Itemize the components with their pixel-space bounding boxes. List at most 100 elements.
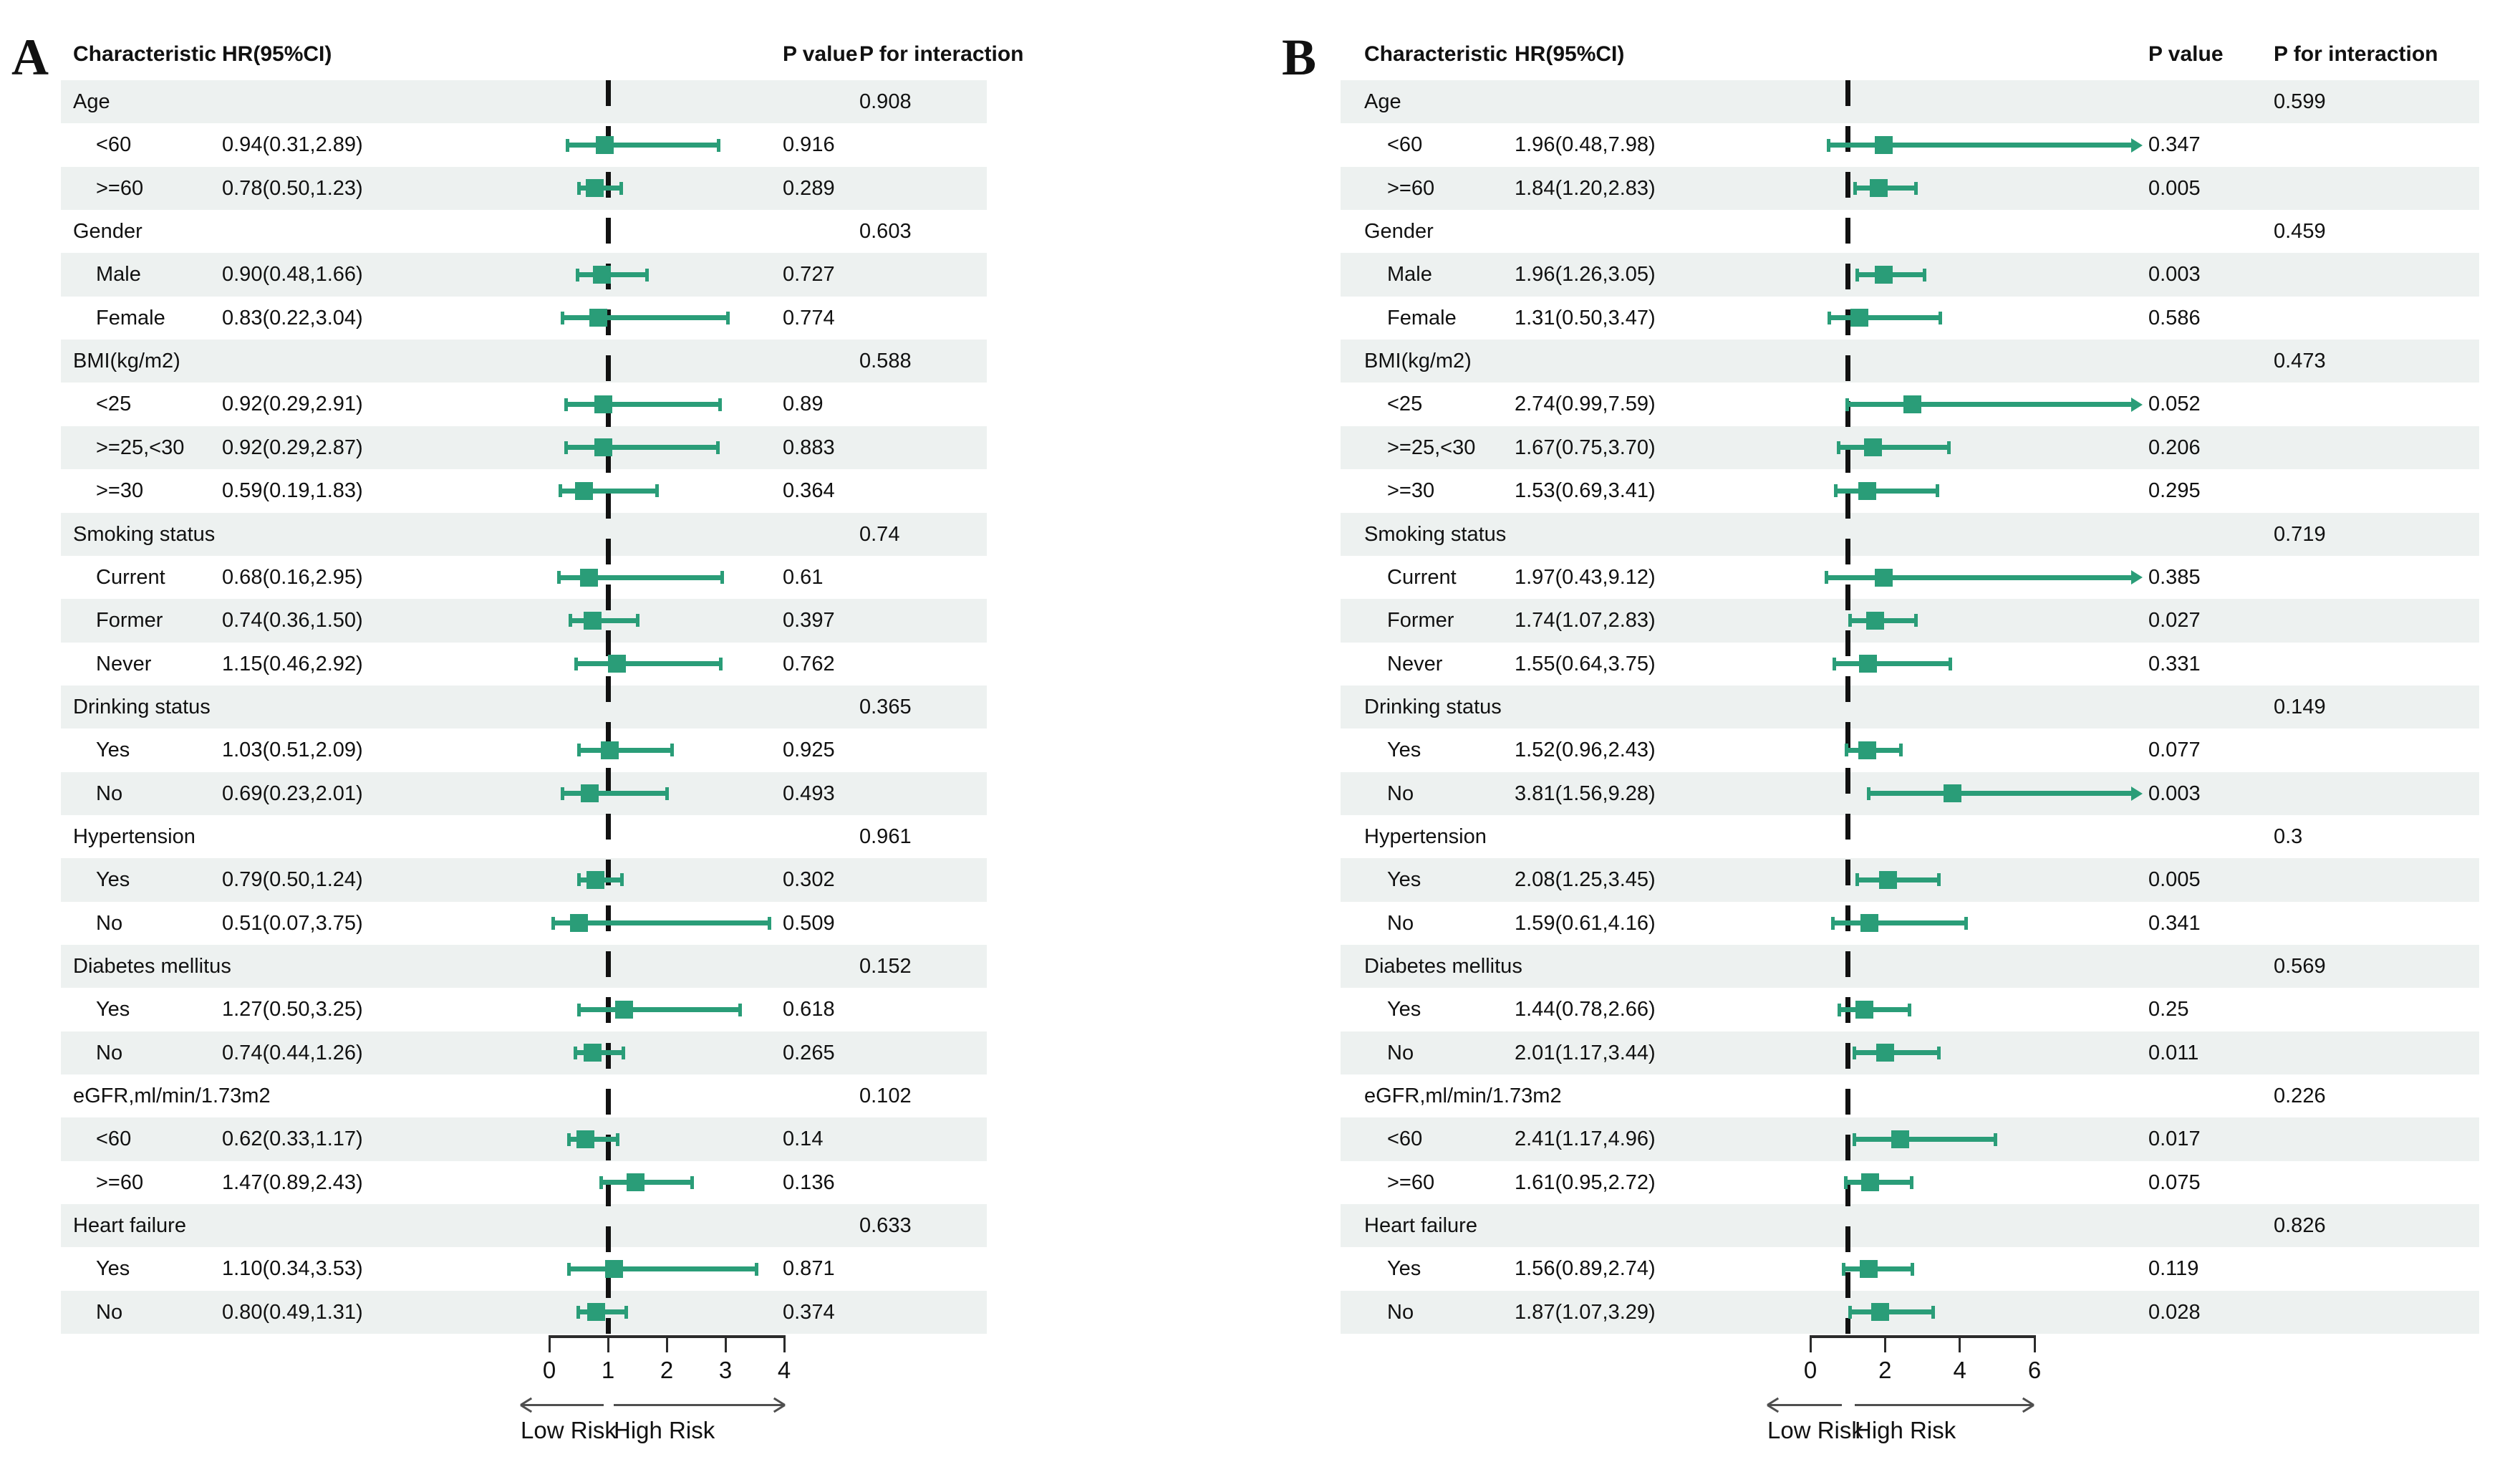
ci-cap-right: [738, 1003, 742, 1016]
ci-cap-left: [551, 916, 556, 930]
p-interaction-value: 0.3: [2274, 824, 2303, 848]
ci-cap-right: [1964, 916, 1968, 930]
point-marker: [1859, 655, 1878, 673]
ci-line: [570, 617, 637, 623]
p-interaction-value: 0.152: [859, 955, 912, 978]
point-marker: [1874, 266, 1893, 284]
row-label-subgroup: Former: [96, 609, 163, 633]
row-shade-band: [1341, 512, 2479, 556]
hr-ci-value: 1.10(0.34,3.53): [222, 1257, 363, 1281]
x-axis-tick-label: 1: [601, 1357, 615, 1383]
point-marker: [604, 1260, 623, 1279]
row-label-subgroup: <60: [96, 133, 132, 157]
ci-cap-right: [645, 268, 649, 282]
point-marker: [1903, 395, 1922, 414]
x-axis-tick-label: 0: [1803, 1357, 1817, 1383]
row-label-category: Drinking status: [73, 695, 211, 718]
ci-cap-right: [616, 1132, 620, 1146]
point-marker: [586, 870, 605, 889]
row-label-subgroup: No: [96, 911, 123, 935]
hr-ci-value: 0.62(0.33,1.17): [222, 1127, 363, 1151]
p-value: 0.385: [2148, 565, 2201, 589]
row-label-category: Age: [73, 90, 110, 113]
row-shade-band: [61, 599, 987, 643]
p-value: 0.916: [783, 133, 835, 157]
point-marker: [1858, 481, 1877, 500]
point-marker: [1944, 784, 1962, 803]
row-label-category: Diabetes mellitus: [73, 955, 231, 978]
hr-ci-value: 1.55(0.64,3.75): [1515, 652, 1656, 675]
x-axis-tick-label: 6: [2027, 1357, 2042, 1383]
ci-cap-left: [565, 138, 569, 152]
p-value: 0.618: [783, 998, 835, 1021]
ci-line: [1854, 1050, 1939, 1056]
column-header-characteristic: Characteristic: [1364, 42, 1508, 66]
ci-line: [569, 1266, 757, 1272]
row-label-subgroup: >=60: [96, 1170, 144, 1194]
ci-cap-left: [1844, 1175, 1848, 1189]
x-axis-tick-label: 0: [542, 1357, 556, 1383]
ci-cap-left: [1855, 268, 1860, 282]
hr-ci-value: 1.96(0.48,7.98): [1515, 133, 1656, 157]
row-label-category: BMI(kg/m2): [73, 350, 180, 373]
row-label-subgroup: >=25,<30: [1387, 436, 1476, 459]
row-label-subgroup: Yes: [1387, 998, 1421, 1021]
p-value: 0.727: [783, 263, 835, 287]
hr-ci-value: 1.52(0.96,2.43): [1515, 739, 1656, 762]
column-header-p-interaction: P for interaction: [2274, 42, 2438, 66]
row-shade-band: [61, 1290, 987, 1334]
ci-line: [601, 1180, 692, 1186]
row-label-category: eGFR,ml/min/1.73m2: [1364, 1085, 1562, 1108]
p-value: 0.017: [2148, 1127, 2201, 1151]
p-value: 0.25: [2148, 998, 2189, 1021]
ci-cap-left: [559, 484, 563, 498]
row-shade-band: [61, 425, 987, 470]
point-marker: [1871, 1303, 1890, 1322]
row-label-subgroup: Current: [1387, 565, 1457, 589]
ci-line: [1828, 143, 2131, 148]
ci-cap-right: [718, 398, 723, 411]
p-value: 0.762: [783, 652, 835, 675]
row-label-subgroup: No: [1387, 1300, 1414, 1324]
row-label-subgroup: >=60: [96, 176, 144, 200]
x-axis-tick: [665, 1335, 668, 1352]
p-interaction-value: 0.599: [2274, 90, 2326, 113]
x-axis-tick-label: 2: [1878, 1357, 1892, 1383]
ci-cap-right: [1937, 873, 1941, 887]
hr-ci-value: 1.87(1.07,3.29): [1515, 1300, 1656, 1324]
ci-cap-right: [1938, 311, 1942, 324]
ci-line: [553, 920, 770, 926]
row-label-category: Smoking status: [1364, 522, 1507, 546]
row-shade-band: [61, 166, 987, 211]
p-value: 0.61: [783, 565, 824, 589]
row-shade-band: [1341, 340, 2479, 383]
p-value: 0.289: [783, 176, 835, 200]
p-value: 0.005: [2148, 868, 2201, 892]
point-marker: [1879, 870, 1897, 889]
hr-ci-value: 0.69(0.23,2.01): [222, 782, 363, 805]
hr-ci-value: 0.94(0.31,2.89): [222, 133, 363, 157]
row-label-category: BMI(kg/m2): [1364, 350, 1472, 373]
row-label-subgroup: >=30: [96, 479, 144, 503]
ci-line: [1826, 574, 2131, 580]
ci-cap-left: [1836, 441, 1840, 454]
row-label-subgroup: Female: [1387, 306, 1457, 330]
row-label-category: eGFR,ml/min/1.73m2: [73, 1085, 271, 1108]
point-marker: [589, 309, 607, 327]
ci-clipped-arrowhead: [2131, 138, 2143, 153]
point-marker: [627, 1173, 645, 1192]
p-value: 0.493: [783, 782, 835, 805]
row-label-category: Diabetes mellitus: [1364, 955, 1522, 978]
row-label-subgroup: <60: [1387, 133, 1423, 157]
p-value: 0.331: [2148, 652, 2201, 675]
row-label-subgroup: No: [96, 1041, 123, 1064]
p-interaction-value: 0.826: [2274, 1214, 2326, 1238]
row-label-subgroup: <60: [96, 1127, 132, 1151]
row-shade-band: [61, 771, 987, 815]
ci-cap-right: [718, 657, 723, 670]
ci-line: [1839, 1007, 1910, 1013]
ci-cap-left: [560, 311, 564, 324]
ci-cap-left: [1824, 571, 1828, 585]
x-axis-tick: [1959, 1335, 1961, 1352]
ci-cap-left: [576, 873, 581, 887]
